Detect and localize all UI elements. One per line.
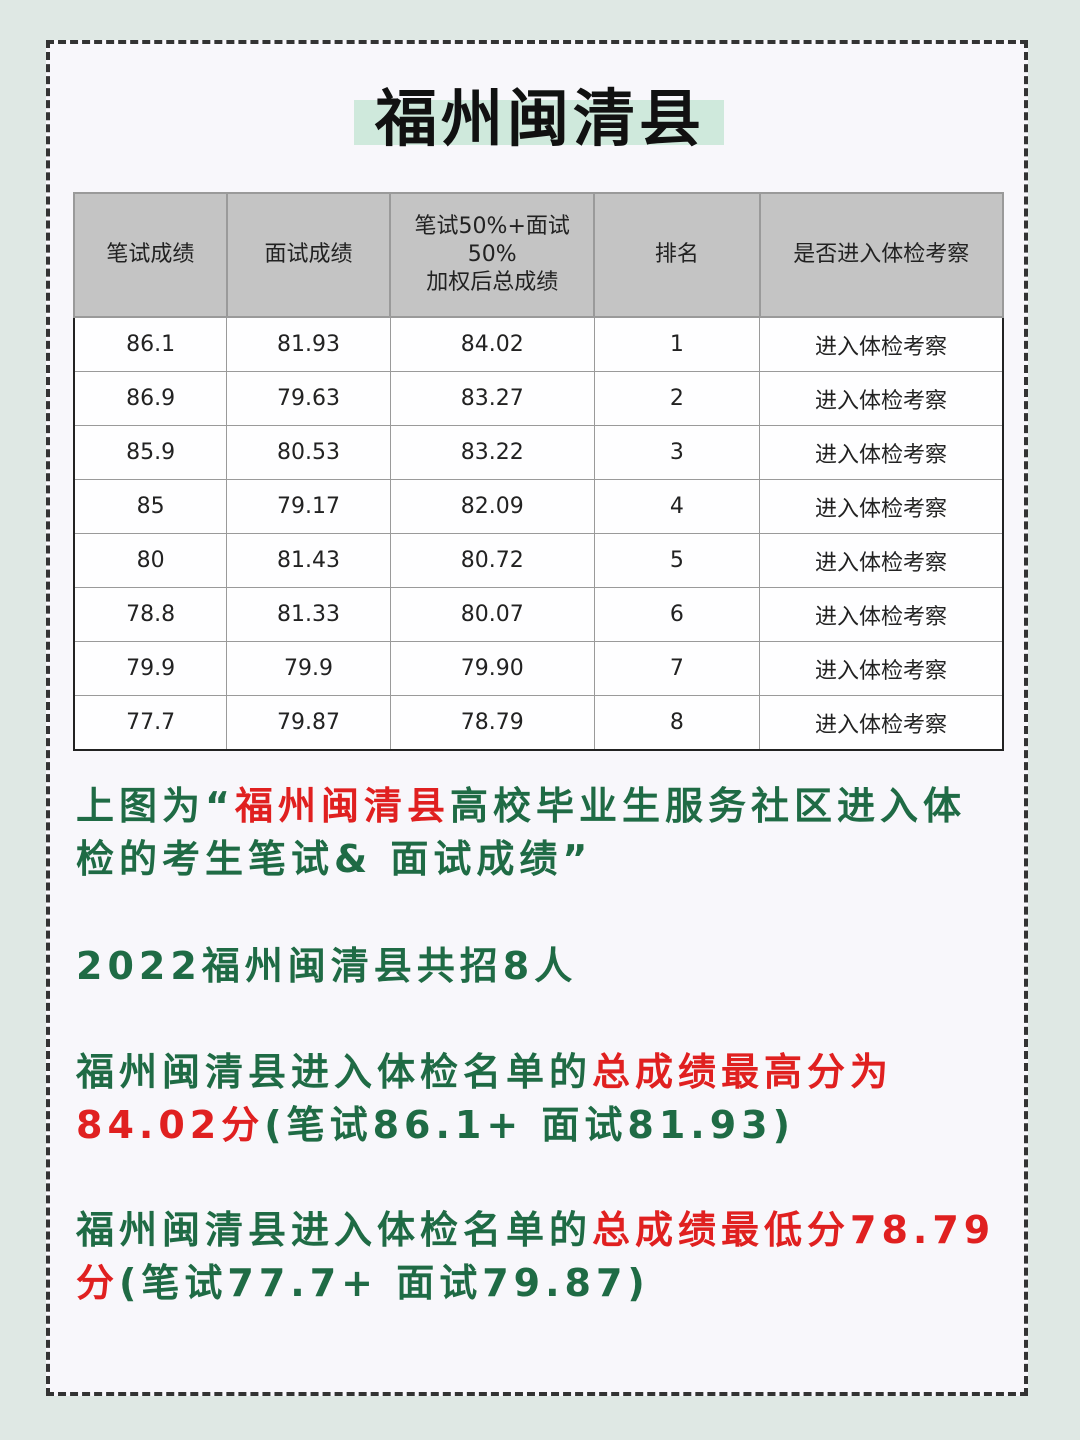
- paragraph-recruit-count: 2022福州闽清县共招8人: [76, 940, 1006, 993]
- table-cell: 80.07: [389, 587, 595, 642]
- table-cell: 进入体检考察: [759, 587, 1004, 642]
- table-cell: 80.53: [226, 425, 391, 480]
- title-highlight: [354, 100, 724, 145]
- table-cell: 84.02: [389, 316, 595, 372]
- header-rank: 排名: [593, 192, 761, 318]
- paragraph-highest: 福州闽清县进入体检名单的总成绩最高分为84.02分(笔试86.1+ 面试81.9…: [76, 1046, 1006, 1152]
- table-cell: 1: [593, 316, 761, 372]
- table-cell: 78.8: [73, 587, 228, 642]
- table-row: 86.9 79.63 83.27 2 进入体检考察: [73, 371, 1004, 426]
- table-cell: 79.87: [226, 695, 391, 751]
- table-cell: 85.9: [73, 425, 228, 480]
- highlight-text: 福州闽清县: [234, 784, 450, 828]
- table-cell: 进入体检考察: [759, 316, 1004, 372]
- table-cell: 79.63: [226, 371, 391, 426]
- table-cell: 80: [73, 533, 228, 588]
- text: (笔试77.7+ 面试79.87): [119, 1261, 650, 1305]
- text: (笔试86.1+ 面试81.93): [264, 1103, 795, 1147]
- text: 上图为“: [76, 784, 235, 828]
- table-cell: 8: [593, 695, 761, 751]
- table-cell: 83.27: [389, 371, 595, 426]
- table-cell: 80.72: [389, 533, 595, 588]
- text: 2022福州闽清县共招8人: [76, 944, 578, 988]
- table-cell: 进入体检考察: [759, 641, 1004, 696]
- table-cell: 进入体检考察: [759, 533, 1004, 588]
- table-cell: 2: [593, 371, 761, 426]
- header-total-line1: 笔试50%+面试50%: [414, 214, 570, 267]
- table-cell: 4: [593, 479, 761, 534]
- table-row: 78.8 81.33 80.07 6 进入体检考察: [73, 587, 1004, 642]
- table-cell: 81.93: [226, 316, 391, 372]
- table-cell: 79.9: [73, 641, 228, 696]
- paragraph-description: 上图为“福州闽清县高校毕业生服务社区进入体检的考生笔试& 面试成绩”: [76, 780, 1006, 886]
- score-table: 笔试成绩 面试成绩 笔试50%+面试50% 加权后总成绩 排名 是否进入体检考察 …: [73, 192, 1005, 751]
- table-header-row: 笔试成绩 面试成绩 笔试50%+面试50% 加权后总成绩 排名 是否进入体检考察: [73, 192, 1005, 318]
- header-total: 笔试50%+面试50% 加权后总成绩: [389, 192, 596, 318]
- table-cell: 79.90: [389, 641, 595, 696]
- header-written: 笔试成绩: [73, 192, 228, 318]
- table-cell: 进入体检考察: [759, 479, 1004, 534]
- table-cell: 3: [593, 425, 761, 480]
- table-cell: 81.43: [226, 533, 391, 588]
- text: 福州闽清县进入体检名单的: [76, 1050, 593, 1094]
- table-cell: 79.9: [226, 641, 391, 696]
- table-row: 79.9 79.9 79.90 7 进入体检考察: [73, 641, 1004, 696]
- header-total-line2: 加权后总成绩: [426, 270, 559, 295]
- table-cell: 81.33: [226, 587, 391, 642]
- table-cell: 进入体检考察: [759, 695, 1004, 751]
- table-row: 85.9 80.53 83.22 3 进入体检考察: [73, 425, 1004, 480]
- table-cell: 7: [593, 641, 761, 696]
- table-cell: 79.17: [226, 479, 391, 534]
- table-row: 77.7 79.87 78.79 8 进入体检考察: [73, 695, 1004, 751]
- table-row: 86.1 81.93 84.02 1 进入体检考察: [73, 316, 1004, 372]
- table-cell: 82.09: [389, 479, 595, 534]
- highlight-text: 总成绩最高分为84.02分: [76, 1050, 894, 1147]
- table-cell: 78.79: [389, 695, 595, 751]
- table-cell: 83.22: [389, 425, 595, 480]
- highlight-text: 总成绩最低分78.79分: [76, 1208, 996, 1305]
- table-cell: 进入体检考察: [759, 425, 1004, 480]
- page-title: 福州闽清县: [374, 82, 705, 155]
- header-physical-exam: 是否进入体检考察: [758, 192, 1005, 318]
- table-cell: 77.7: [73, 695, 228, 751]
- table-cell: 85: [73, 479, 228, 534]
- table-cell: 86.1: [73, 316, 228, 372]
- text: 福州闽清县进入体检名单的: [76, 1208, 593, 1252]
- table-cell: 6: [593, 587, 761, 642]
- table-row: 85 79.17 82.09 4 进入体检考察: [73, 479, 1004, 534]
- table-cell: 5: [593, 533, 761, 588]
- paragraph-lowest: 福州闽清县进入体检名单的总成绩最低分78.79分(笔试77.7+ 面试79.87…: [76, 1204, 1006, 1310]
- table-cell: 进入体检考察: [759, 371, 1004, 426]
- table-cell: 86.9: [73, 371, 228, 426]
- table-row: 80 81.43 80.72 5 进入体检考察: [73, 533, 1004, 588]
- header-interview: 面试成绩: [225, 192, 392, 318]
- text: 高校毕业生服务社区进入体检的考生笔试& 面试成绩”: [76, 784, 967, 881]
